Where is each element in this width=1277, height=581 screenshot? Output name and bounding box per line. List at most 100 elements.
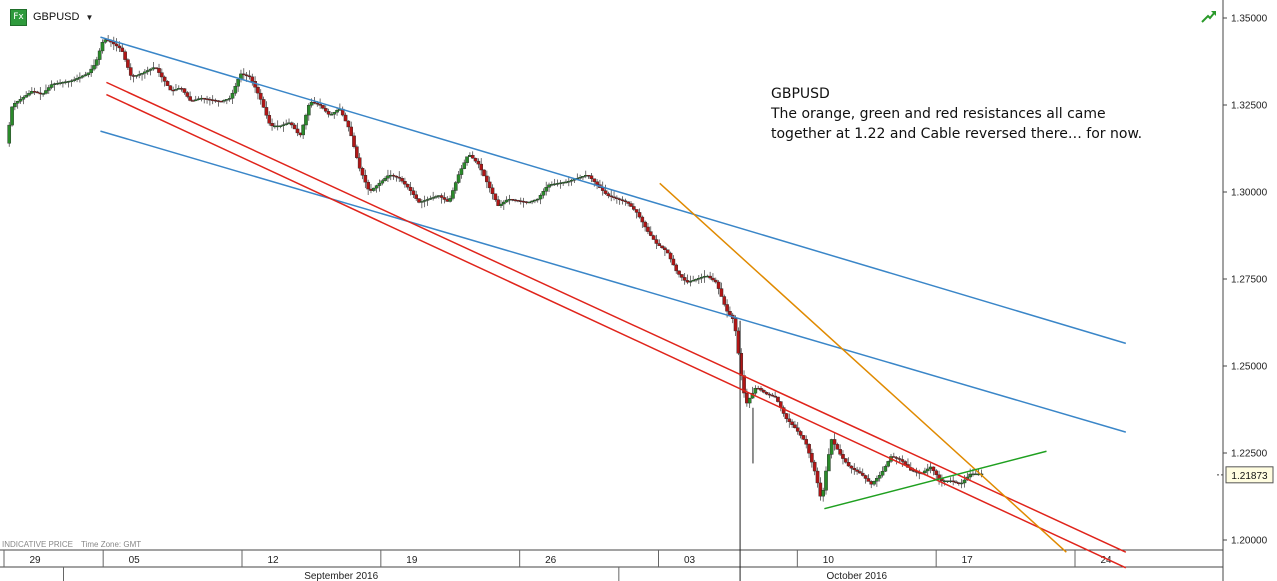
candle-body [162,76,167,82]
candle-body [160,72,164,78]
candle-body [538,195,543,200]
candle-body [951,480,955,483]
y-tick-label: 1.25000 [1231,362,1268,373]
candle-body [264,107,269,116]
candle-body [250,76,255,82]
candle-body [397,176,402,179]
candle-body [374,185,379,189]
candle-body [877,475,882,479]
candle-body [527,201,532,204]
blue-upper-channel-line [100,36,1127,345]
candle-body [632,206,636,210]
indicative-price-note: INDICATIVE PRICE Time Zone: GMT [2,540,149,549]
candle-body [335,110,339,113]
candle-body [671,258,676,266]
candle-body [13,103,17,108]
red-resistance-2-line [106,93,1127,569]
candle-body [824,470,828,491]
candle-body [230,92,235,99]
x-tick-label: 10 [823,555,835,566]
candle-body [318,103,322,106]
candle-body [417,198,421,203]
candle-body [530,200,534,203]
candle-body [711,277,715,281]
candle-body [321,105,325,109]
candle-body [44,90,48,94]
candle-body [592,178,597,182]
candle-body [292,124,297,130]
candle-body [747,397,752,404]
candle-body [883,466,888,472]
month-label: October 2016 [827,571,888,581]
candle-body [648,231,653,236]
candle-body [496,199,500,206]
candle-body [620,199,625,202]
blue-lower-channel-line [100,130,1127,433]
candle-body [694,279,698,281]
candle-body [770,394,775,397]
candle-body [759,388,763,391]
candle-body [315,102,320,105]
candle-body [270,123,274,127]
candle-body [849,465,854,469]
candle-body [157,68,161,73]
candle-body [767,393,772,396]
current-price-label: 1.21873 [1231,471,1268,482]
candle-body [762,390,766,393]
candle-body [222,100,226,102]
candle-body [753,387,758,394]
candle-body [569,179,574,182]
candle-body [691,280,695,282]
candle-body [465,156,469,163]
chart-annotation: GBPUSD The orange, green and red resistan… [771,84,1142,144]
candle-body [241,73,246,76]
candle-body [680,274,684,278]
candle-body [284,123,288,125]
candle-body [646,226,650,232]
candle-body [459,168,464,175]
candle-body [120,47,125,52]
candle-body [394,175,399,178]
candle-body [86,72,91,75]
candle-body [804,439,809,445]
candle-body [640,216,645,223]
x-tick-label: 24 [1100,555,1112,566]
chevron-down-icon[interactable]: ▼ [85,12,94,22]
candle-body [812,461,817,472]
candle-body [470,154,475,159]
candle-body [188,96,192,101]
candle-body [360,168,365,176]
candle-body [281,124,286,126]
x-tick-label: 29 [29,555,41,566]
candle-body [233,86,238,94]
candle-body [798,431,803,436]
y-tick-label: 1.30000 [1231,188,1268,199]
candle-body [408,186,413,191]
y-tick-label: 1.27500 [1231,275,1268,286]
annotation-line-3: together at 1.22 and Cable reversed ther… [771,126,1143,142]
candle-body [880,471,885,476]
candle-body [855,469,859,472]
candle-body [894,457,899,459]
symbol-selector[interactable]: Fx GBPUSD ▼ [10,8,93,26]
candle-body [7,124,12,144]
trend-up-arrow-icon[interactable] [1200,8,1218,24]
candle-body [716,281,721,289]
candle-body [352,135,356,147]
candle-body [27,93,31,96]
candle-body [405,183,410,188]
candle-body [846,462,851,467]
candle-body [386,175,390,179]
candle-body [634,209,639,213]
candle-body [923,470,927,474]
candle-body [244,74,249,77]
candle-body [637,212,642,218]
annotation-line-1: GBPUSD [771,86,830,102]
candle-body [629,203,633,207]
candle-body [892,456,896,458]
x-tick-label: 12 [267,555,279,566]
candle-body [391,174,396,177]
candle-body [810,453,814,463]
candle-body [490,187,495,195]
candle-body [174,89,178,91]
